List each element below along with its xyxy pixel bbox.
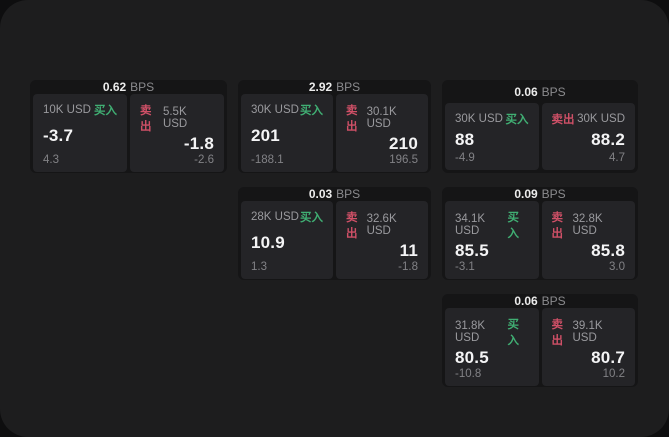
buy-notional: 30K USD xyxy=(251,104,299,116)
buy-side-label: 买入 xyxy=(94,105,117,117)
buy-notional: 10K USD xyxy=(43,104,91,116)
spread-header: 2.92 BPS xyxy=(238,80,431,94)
buy-delta: -3.1 xyxy=(455,261,475,273)
quote-card: 0.62 BPS 10K USD 买入 -3.7 4.3 卖出 5.5K USD xyxy=(30,80,227,173)
sell-delta: 10.2 xyxy=(602,368,625,380)
sell-quote-panel[interactable]: 卖出 5.5K USD -1.8 -2.6 xyxy=(130,94,224,172)
buy-notional: 30K USD xyxy=(455,113,503,125)
sell-side-label: 卖出 xyxy=(551,319,564,347)
quote-panels: 34.1K USD 买入 85.5 -3.1 卖出 32.8K USD 85.8… xyxy=(442,201,638,282)
quote-card-grid: 0.62 BPS 10K USD 买入 -3.7 4.3 卖出 5.5K USD xyxy=(30,80,638,387)
spread-unit-label: BPS xyxy=(541,187,566,201)
quote-panels: 10K USD 买入 -3.7 4.3 卖出 5.5K USD -1.8 -2.… xyxy=(30,94,227,175)
buy-quote-panel[interactable]: 30K USD 买入 88 -4.9 xyxy=(445,103,539,170)
spread-value: 0.06 xyxy=(514,294,538,308)
spread-unit-label: BPS xyxy=(130,80,155,94)
spread-unit-label: BPS xyxy=(541,294,566,308)
sell-delta: 196.5 xyxy=(389,154,418,166)
buy-quote-panel[interactable]: 30K USD 买入 201 -188.1 xyxy=(241,94,333,172)
quote-panels: 30K USD 买入 201 -188.1 卖出 30.1K USD 210 1… xyxy=(238,94,431,175)
buy-side-label: 买入 xyxy=(507,212,520,240)
sell-price: 11 xyxy=(399,241,418,260)
buy-notional: 31.8K USD xyxy=(455,320,486,344)
sell-delta: -1.8 xyxy=(398,261,418,273)
sell-side-label: 卖出 xyxy=(551,114,575,126)
buy-price: 88 xyxy=(455,129,475,149)
sell-side-label: 卖出 xyxy=(346,212,358,240)
sell-notional: 32.6K USD xyxy=(366,213,397,237)
buy-quote-panel[interactable]: 31.8K USD 买入 80.5 -10.8 xyxy=(445,308,539,386)
buy-side-label: 买入 xyxy=(300,212,323,224)
buy-price: 10.9 xyxy=(251,233,285,252)
sell-notional: 30K USD xyxy=(577,113,625,125)
sell-notional: 39.1K USD xyxy=(572,320,603,344)
buy-quote-panel[interactable]: 10K USD 买入 -3.7 4.3 xyxy=(33,94,127,172)
buy-quote-panel[interactable]: 34.1K USD 买入 85.5 -3.1 xyxy=(445,201,539,279)
spread-header: 0.03 BPS xyxy=(238,187,431,201)
quote-panels: 31.8K USD 买入 80.5 -10.8 卖出 39.1K USD 80.… xyxy=(442,308,638,389)
quote-card: 0.09 BPS 34.1K USD 买入 85.5 -3.1 卖出 32.8K… xyxy=(442,187,638,280)
buy-price: 85.5 xyxy=(455,241,489,260)
spread-value: 2.92 xyxy=(308,80,333,94)
buy-quote-panel[interactable]: 28K USD 买入 10.9 1.3 xyxy=(241,201,333,279)
quote-card: 0.03 BPS 28K USD 买入 10.9 1.3 卖出 32.6K US… xyxy=(238,187,431,280)
sell-delta: 3.0 xyxy=(609,261,625,273)
sell-quote-panel[interactable]: 卖出 32.6K USD 11 -1.8 xyxy=(336,201,428,279)
spread-value: 0.09 xyxy=(514,187,538,201)
buy-price: 80.5 xyxy=(455,348,489,367)
sell-delta: 4.7 xyxy=(609,152,625,164)
sell-side-label: 卖出 xyxy=(551,212,564,240)
sell-quote-panel[interactable]: 卖出 30K USD 88.2 4.7 xyxy=(541,103,635,170)
quote-card: 0.06 BPS 31.8K USD 买入 80.5 -10.8 卖出 39.1… xyxy=(442,294,638,387)
spread-value: 0.62 xyxy=(102,80,127,94)
sell-side-label: 卖出 xyxy=(140,105,152,133)
buy-delta: -10.8 xyxy=(455,368,482,380)
sell-quote-panel[interactable]: 卖出 32.8K USD 85.8 3.0 xyxy=(541,201,635,279)
buy-price: -3.7 xyxy=(43,126,74,145)
sell-quote-panel[interactable]: 卖出 30.1K USD 210 196.5 xyxy=(336,94,428,172)
sell-price: 85.8 xyxy=(591,241,625,260)
spread-unit-label: BPS xyxy=(336,187,361,201)
spread-header: 0.06 BPS xyxy=(442,80,638,103)
quote-card: 0.06 BPS 30K USD 买入 88 -4.9 卖出 30K USD xyxy=(442,80,638,173)
sell-quote-panel[interactable]: 卖出 39.1K USD 80.7 10.2 xyxy=(541,308,635,386)
quote-panels: 28K USD 买入 10.9 1.3 卖出 32.6K USD 11 -1.8 xyxy=(238,201,431,282)
sell-price: 88.2 xyxy=(591,129,625,149)
buy-notional: 34.1K USD xyxy=(455,213,486,237)
quote-panels: 30K USD 买入 88 -4.9 卖出 30K USD 88.2 4.7 xyxy=(442,103,638,173)
sell-price: 80.7 xyxy=(591,348,625,367)
sell-side-label: 卖出 xyxy=(346,105,358,133)
sell-notional: 5.5K USD xyxy=(162,106,188,130)
sell-notional: 32.8K USD xyxy=(572,213,603,237)
sell-delta: -2.6 xyxy=(194,154,214,166)
sell-price: 210 xyxy=(389,134,418,153)
spread-value: 0.03 xyxy=(308,187,333,201)
spread-header: 0.06 BPS xyxy=(442,294,638,308)
spread-header: 0.09 BPS xyxy=(442,187,638,201)
buy-delta: 4.3 xyxy=(43,154,59,166)
buy-notional: 28K USD xyxy=(251,211,299,223)
spread-value: 0.06 xyxy=(514,84,538,99)
buy-delta: 1.3 xyxy=(251,261,267,273)
buy-delta: -188.1 xyxy=(251,154,284,166)
quote-card: 2.92 BPS 30K USD 买入 201 -188.1 卖出 30.1K … xyxy=(238,80,431,173)
buy-delta: -4.9 xyxy=(455,152,475,164)
spread-unit-label: BPS xyxy=(541,84,566,99)
buy-side-label: 买入 xyxy=(505,114,529,126)
spread-unit-label: BPS xyxy=(336,80,361,94)
sell-notional: 30.1K USD xyxy=(366,106,397,130)
sell-price: -1.8 xyxy=(183,134,214,153)
buy-price: 201 xyxy=(251,126,280,145)
buy-side-label: 买入 xyxy=(300,105,323,117)
spread-header: 0.62 BPS xyxy=(30,80,227,94)
buy-side-label: 买入 xyxy=(507,319,520,347)
